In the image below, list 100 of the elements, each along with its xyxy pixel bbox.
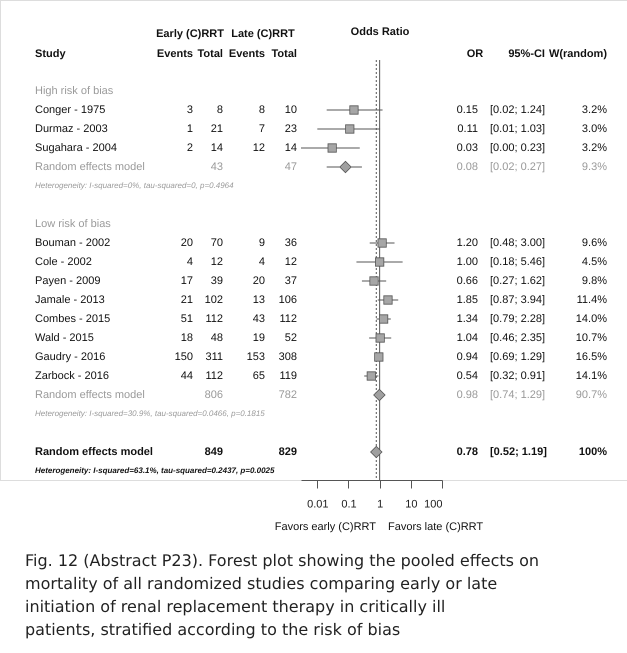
text: 12 — [284, 256, 297, 268]
text: Late (C)RRT — [231, 28, 296, 40]
data-label: 1.20 — [456, 237, 478, 249]
x-tick-label: 0.1 — [341, 498, 357, 510]
data-label: 0.11 — [457, 123, 478, 135]
y-tick-label: Heterogeneity: I-squared=63.1%, tau-squared=0.2437, p=0.0025 — [35, 466, 275, 475]
text: 849 — [204, 446, 223, 458]
text: [0.32; 0.91] — [490, 370, 546, 382]
text: 119 — [279, 370, 297, 382]
text: Early (C)RRT — [156, 28, 224, 40]
text: 10.7% — [576, 332, 608, 344]
text: Favors early (C)RRT — [274, 521, 376, 533]
data-label: 1.04 — [456, 332, 478, 344]
y-tick-label: Bouman - 2002 — [35, 237, 110, 249]
text: 0.98 — [456, 389, 478, 401]
text: 0.78 — [456, 446, 478, 458]
text: 52 — [284, 332, 297, 344]
caption: Fig. 12 (Abstract P23). Forest plot showing the pooled effects on mortality of all randomized studies comparing early or late initiation of renal replacement therapy in critically ill patients, stratified according to the risk of bias — [25, 551, 540, 639]
text: Events — [228, 48, 265, 60]
data-label: 1.00 — [456, 256, 478, 268]
text: 21 — [210, 123, 223, 135]
y-tick-label: Cole - 2002 — [35, 256, 92, 268]
y-tick-label: Jamale - 2013 — [35, 294, 105, 306]
x-tick-label: 1 — [377, 498, 384, 510]
text: 90.7% — [576, 389, 608, 401]
text: 20 — [180, 237, 193, 249]
text: 112 — [205, 313, 223, 325]
text: 3.2% — [582, 104, 608, 116]
text: [0.18; 5.46] — [490, 256, 546, 268]
text: 106 — [278, 294, 297, 306]
x-tick-label: 10 — [405, 498, 418, 510]
y-tick-label: Payen - 2009 — [35, 275, 100, 287]
data-label: 1.34 — [456, 313, 478, 325]
y-tick-label: Durmaz - 2003 — [35, 123, 108, 135]
text: W(random) — [548, 48, 608, 60]
text: 44 — [180, 370, 193, 382]
text: 37 — [284, 275, 297, 287]
text: 10 — [284, 104, 297, 116]
text: 150 — [174, 351, 193, 363]
text: 43 — [252, 313, 265, 325]
text: 1 — [186, 123, 193, 135]
text: 39 — [210, 275, 223, 287]
text: [0.27; 1.62] — [490, 275, 546, 287]
data-label: 0.54 — [456, 370, 478, 382]
data-label: 0.94 — [456, 351, 478, 363]
text: 14 — [210, 142, 223, 154]
text: OR — [466, 48, 484, 60]
text: [0.48; 3.00] — [490, 237, 546, 249]
text: 3.2% — [582, 142, 608, 154]
text: 13 — [252, 294, 265, 306]
text: 3 — [186, 104, 193, 116]
text: 112 — [279, 313, 297, 325]
text: 102 — [204, 294, 223, 306]
data-label: 1.85 — [456, 294, 478, 306]
text: 9.3% — [582, 161, 608, 173]
text: 3.0% — [582, 123, 608, 135]
text: 11.4% — [576, 294, 608, 306]
text: Study — [35, 48, 66, 60]
text: Total — [272, 48, 297, 60]
text: 0.08 — [456, 161, 478, 173]
text: [0.02; 0.27] — [490, 161, 546, 173]
y-tick-label: High risk of bias — [35, 85, 114, 97]
text: [0.01; 1.03] — [490, 123, 546, 135]
text: 16.5% — [576, 351, 608, 363]
x-tick-label: 0.01 — [307, 498, 329, 510]
text: 153 — [246, 351, 265, 363]
y-tick-label: Low risk of bias — [35, 218, 112, 230]
text: 48 — [210, 332, 223, 344]
text: 20 — [252, 275, 265, 287]
text: 19 — [252, 332, 265, 344]
text: Total — [198, 48, 223, 60]
data-label: 0.03 — [456, 142, 478, 154]
text: 806 — [204, 389, 223, 401]
text: 100% — [578, 446, 608, 458]
text: 9.8% — [582, 275, 608, 287]
text: [0.02; 1.24] — [490, 104, 546, 116]
text: 308 — [278, 351, 297, 363]
y-tick-label: Random effects model — [35, 446, 153, 458]
text: 14 — [284, 142, 297, 154]
text: 14.1% — [576, 370, 608, 382]
text: 51 — [180, 313, 193, 325]
text: 70 — [210, 237, 223, 249]
text: 43 — [210, 161, 223, 173]
text: 17 — [180, 275, 193, 287]
x-tick-label: 100 — [424, 498, 442, 510]
text: 95%-CI — [508, 48, 545, 60]
text: 2 — [186, 142, 193, 154]
text: 9 — [258, 237, 265, 249]
text: 65 — [252, 370, 265, 382]
text: 14.0% — [576, 313, 608, 325]
text: [0.69; 1.29] — [490, 351, 546, 363]
y-tick-label: Gaudry - 2016 — [35, 351, 106, 363]
text: 7 — [258, 123, 265, 135]
y-tick-label: Random effects model — [35, 389, 145, 401]
text: 8 — [216, 104, 223, 116]
text: 23 — [284, 123, 297, 135]
text: 9.6% — [582, 237, 608, 249]
text: 8 — [258, 104, 265, 116]
y-tick-label: Sugahara - 2004 — [35, 142, 117, 154]
text: [0.46; 2.35] — [490, 332, 546, 344]
